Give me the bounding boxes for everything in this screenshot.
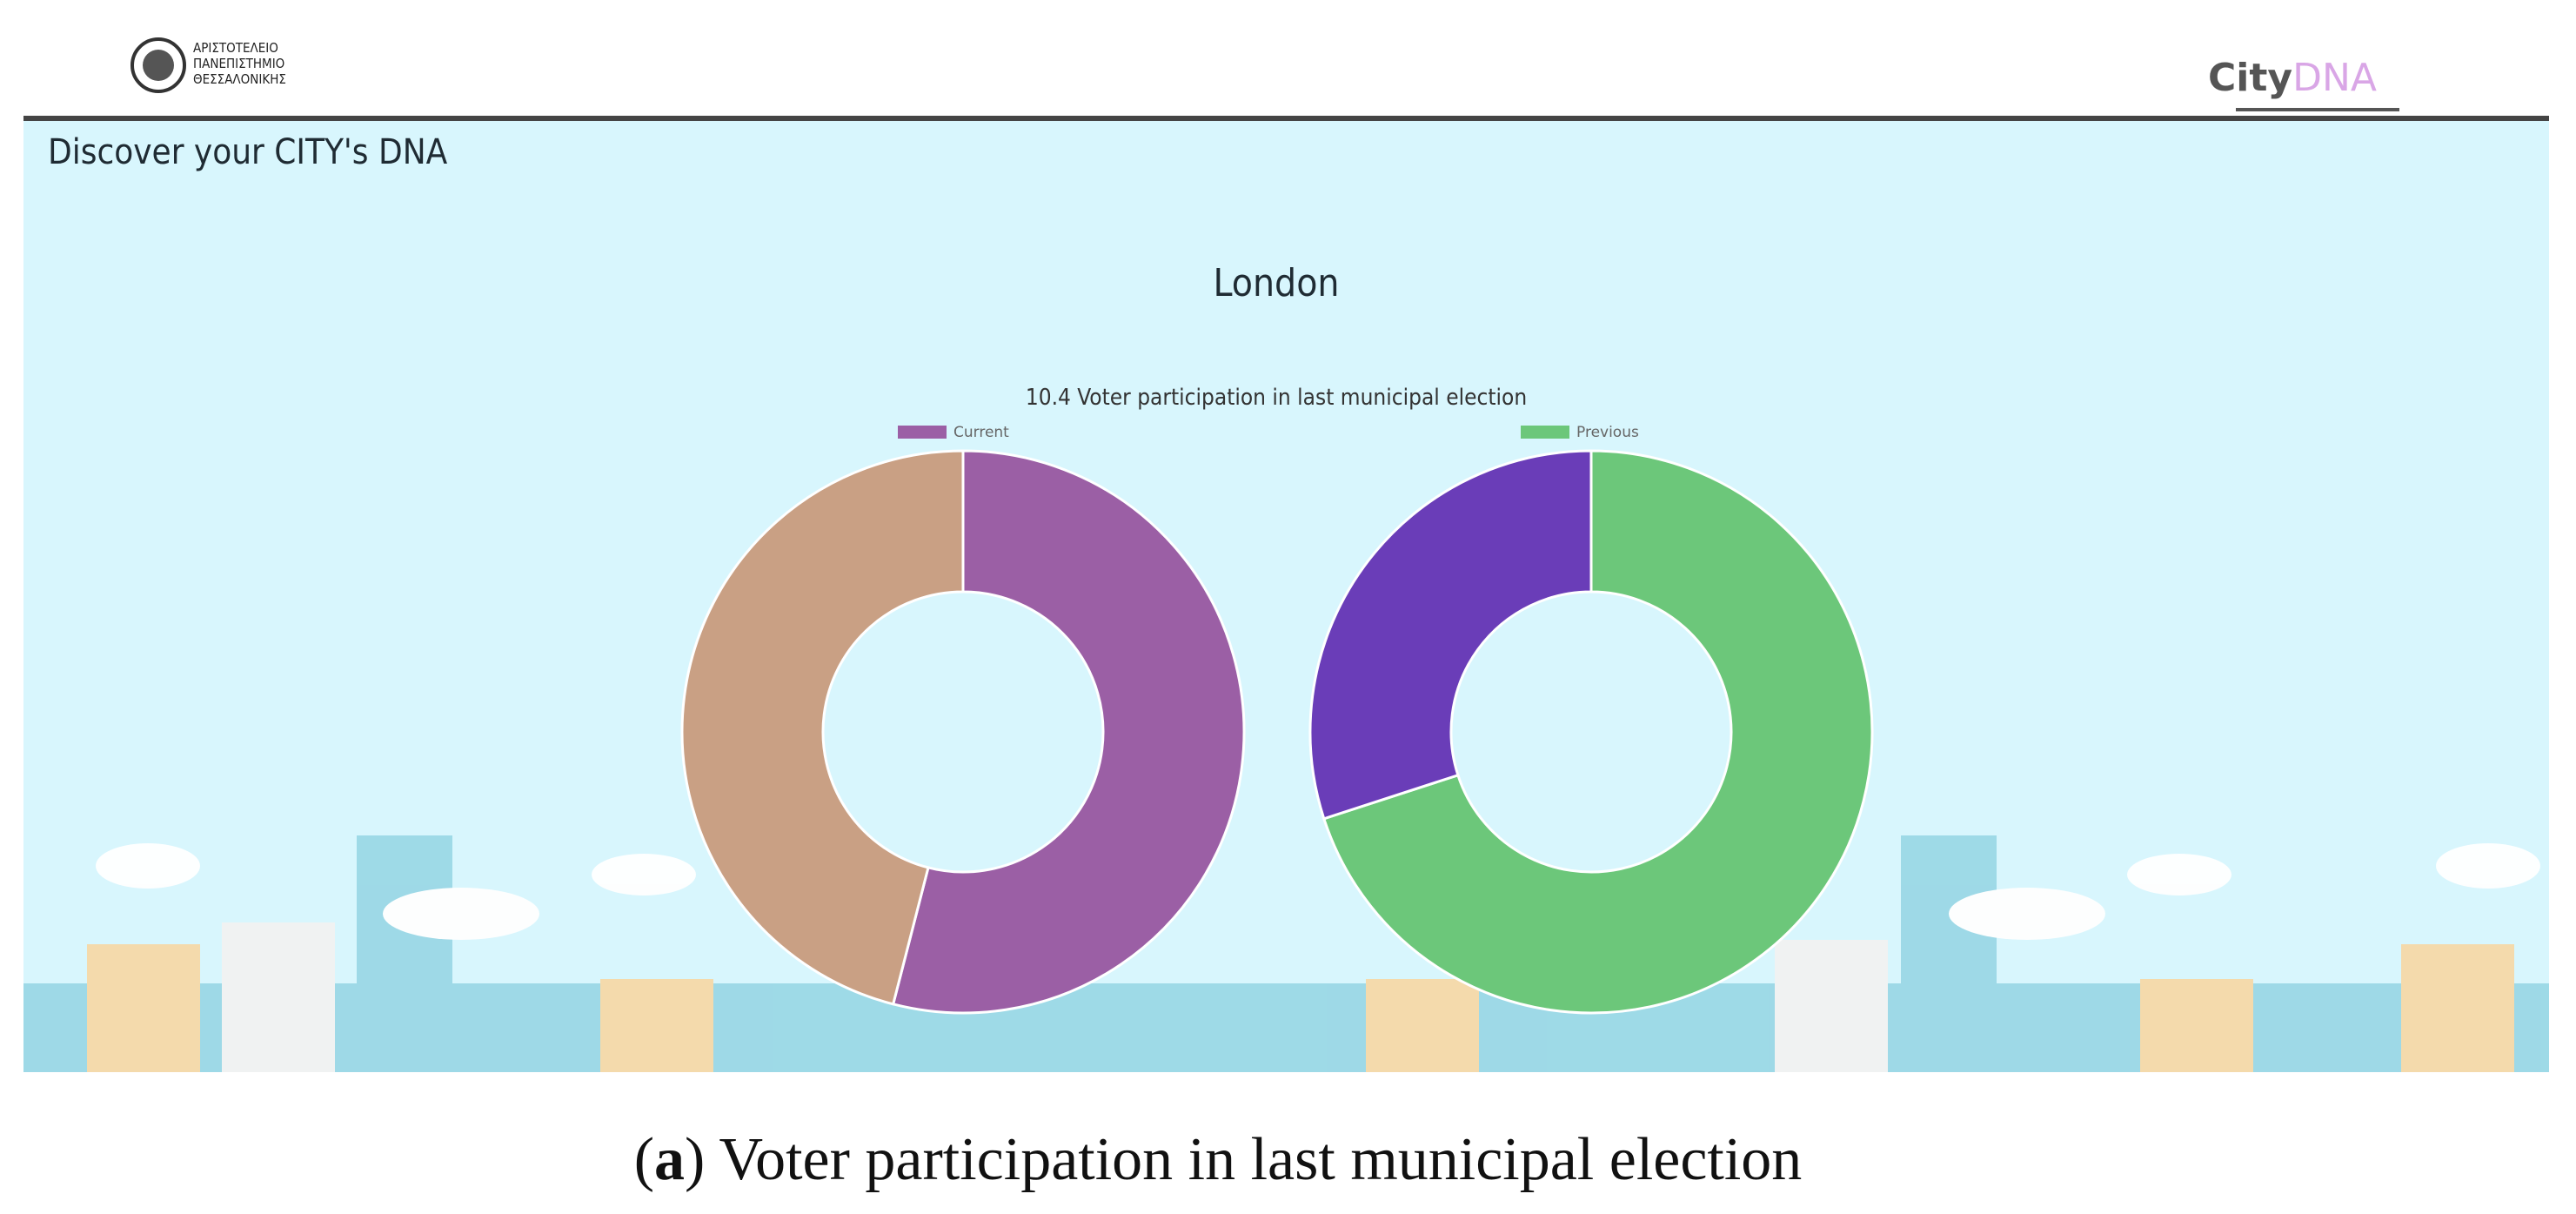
building <box>2401 944 2514 1072</box>
building <box>600 979 713 1072</box>
legend-swatch <box>898 426 947 439</box>
cloud <box>383 888 539 940</box>
chart-title: 10.4 Voter participation in last municip… <box>1026 385 1527 411</box>
building <box>1366 979 1479 1072</box>
building <box>222 922 335 1072</box>
caption-part: ( <box>634 1126 654 1193</box>
brand-city: City <box>2208 56 2292 100</box>
donut-slice <box>680 449 965 1006</box>
legend-swatch <box>1521 426 1569 439</box>
donut-slice <box>891 449 1246 1015</box>
donut-slice <box>1308 449 1593 821</box>
page-title: Discover your CITY's DNA <box>48 132 448 172</box>
cloud <box>96 843 200 889</box>
legend-label: Previous <box>1576 424 1639 441</box>
cloud <box>2436 843 2540 889</box>
university-logo <box>130 37 186 93</box>
building <box>357 835 452 1072</box>
figure-caption: (a) Voter participation in last municipa… <box>634 1126 1803 1193</box>
university-name: ΑΡΙΣΤΟΤΕΛΕΙΟ <box>193 40 278 56</box>
building <box>2140 979 2253 1072</box>
university-name: ΘΕΣΣΑΛΟΝΙΚΗΣ <box>193 71 286 87</box>
brand-dna: DNA <box>2292 56 2377 100</box>
building <box>87 944 200 1072</box>
caption-part: ) Voter participation in last municipal … <box>685 1126 1802 1193</box>
cloud <box>592 854 696 895</box>
caption-area <box>0 1072 2576 1214</box>
donut-slice <box>1321 449 1874 1015</box>
header <box>0 0 2576 117</box>
building <box>1901 835 1997 1072</box>
cloud <box>2127 854 2231 895</box>
brand-logo: CityDNA <box>2208 56 2377 100</box>
legend-label: Current <box>953 424 1009 441</box>
caption-label: a <box>654 1126 685 1193</box>
cloud <box>1949 888 2105 940</box>
city-name: London <box>1213 261 1339 305</box>
building <box>1775 940 1888 1072</box>
university-name: ΠΑΝΕΠΙΣΤΗΜΙΟ <box>193 56 284 71</box>
university-logo-emblem <box>143 50 174 81</box>
skyline <box>23 835 2549 1072</box>
header-divider <box>23 116 2549 121</box>
